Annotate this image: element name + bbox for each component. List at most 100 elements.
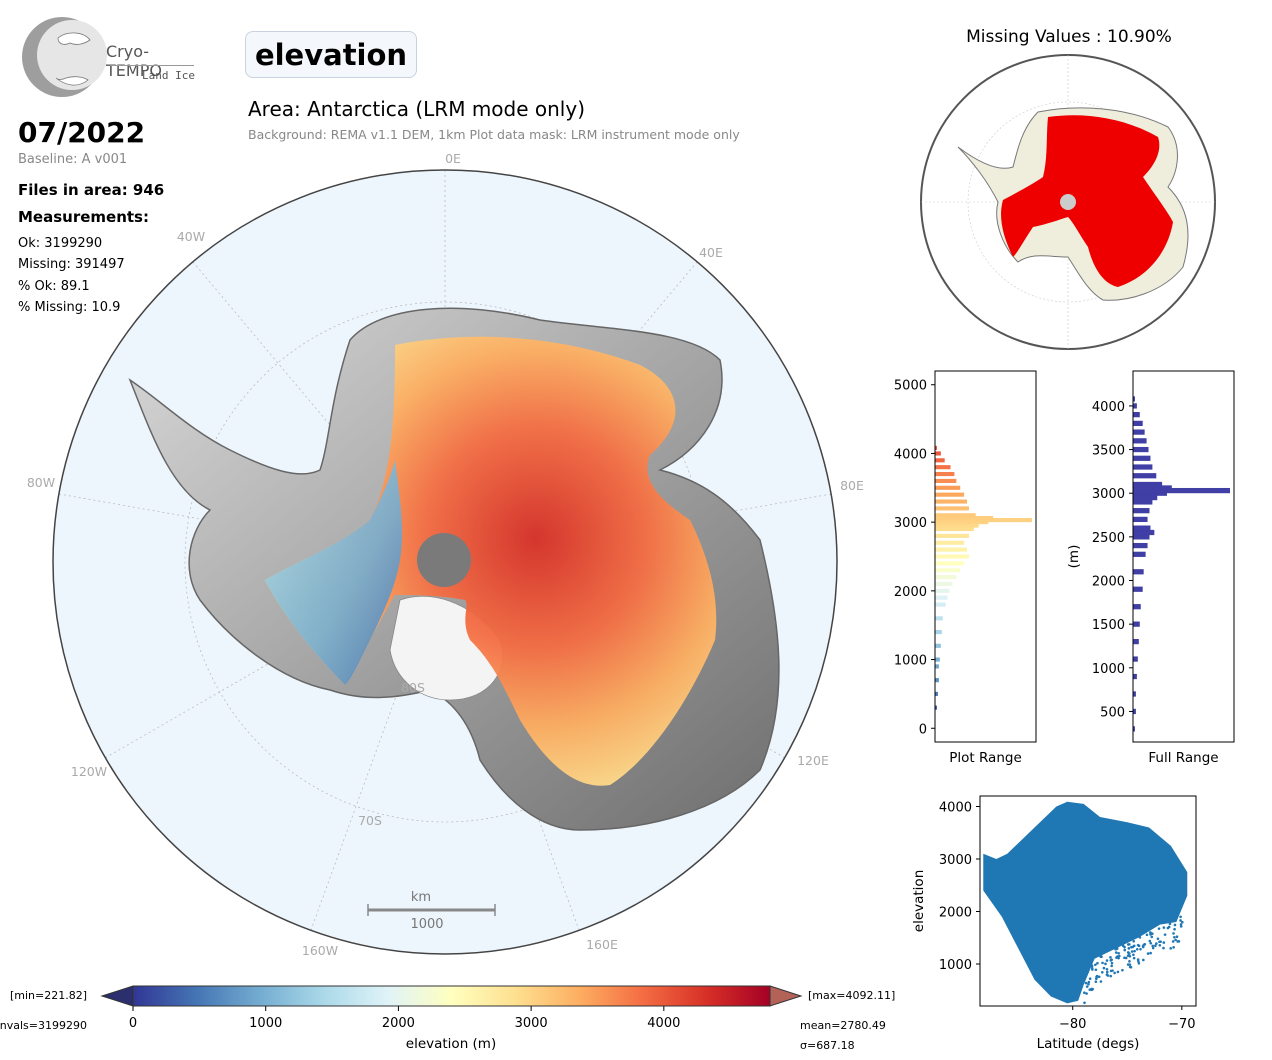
histogram-bar (935, 492, 965, 497)
histogram-bar (1133, 656, 1138, 662)
scatter-point (1148, 939, 1152, 943)
histogram-bar (1133, 455, 1151, 461)
scatter-point (1101, 961, 1104, 965)
histogram-bar (935, 478, 957, 483)
histogram-bar (935, 705, 937, 710)
scatter-point (1121, 968, 1124, 972)
latitude-elevation-scatter: 1000 2000 3000 4000 −80 −70 Latitude (degs) ele… (911, 795, 1197, 1052)
colorbar-max-label: [max=4092.11] (808, 989, 895, 1002)
histogram-bar (935, 595, 948, 600)
histogram-bar (1133, 396, 1135, 402)
histogram-ytick-label: 3000 (894, 516, 927, 531)
files-in-area: Files in area: 946 (18, 181, 165, 199)
lat-label-80S: 80S (401, 680, 425, 695)
scatter-point (1169, 947, 1173, 950)
scatter-point (1088, 977, 1092, 980)
scatter-point (1115, 947, 1119, 950)
date-label: 07/2022 (18, 116, 146, 149)
scatter-point (1158, 940, 1161, 944)
scatter-point (1109, 974, 1112, 978)
colorbar-min-arrow (100, 985, 134, 1007)
logo-divider (110, 65, 194, 66)
scatter-point (1110, 958, 1113, 962)
scatter-point (1094, 963, 1097, 967)
histogram-ytick-label: 1500 (1092, 618, 1125, 633)
full-range-histogram: 500 1000 1500 2000 2500 3000 3500 4000 Full Rang… (1066, 370, 1235, 766)
scatter-point (1116, 970, 1120, 974)
scatter-point (1099, 980, 1103, 983)
scatter-point (1116, 955, 1119, 958)
histogram-bar (1133, 487, 1230, 494)
scatter-point (1109, 956, 1112, 959)
scatter-point (1179, 925, 1183, 928)
scatter-point (1172, 932, 1175, 935)
scatter-point (1087, 980, 1091, 984)
scatter-point (1175, 935, 1179, 939)
scatter-point (1151, 946, 1155, 950)
histogram-bar (935, 657, 940, 662)
scatter-point (1095, 974, 1099, 978)
scatter-point (1091, 968, 1094, 971)
lon-label-80E: 80E (840, 478, 864, 493)
colorbar-tick-label: 4000 (647, 1016, 680, 1031)
histogram-bar (935, 458, 945, 463)
map-border (52, 169, 838, 955)
scatter-point (1173, 923, 1177, 927)
histogram-bar (935, 540, 965, 545)
lon-label-80W: 80W (27, 475, 55, 490)
histogram-bar (935, 561, 965, 566)
histogram-bar (935, 513, 976, 518)
scatter-point (1141, 945, 1145, 949)
lon-label-0E: 0E (445, 151, 461, 166)
scatter-point (1090, 965, 1094, 968)
scatter-point (1085, 992, 1088, 995)
histogram-frame (934, 370, 1037, 743)
lon-labels: 0E 40E 80E 120E 160E 160W 120W 80W 40W (27, 151, 864, 958)
plot-range-histogram: 0 1000 2000 3000 4000 5000 Plot Range (894, 370, 1037, 766)
histogram-bar (935, 630, 942, 635)
histogram-bar (1133, 621, 1140, 627)
lon-label-40W: 40W (177, 229, 205, 244)
colorbar-mean-label: mean=2780.49 (800, 1019, 886, 1032)
elevation-data-swath (265, 336, 717, 786)
scatter-point (1138, 936, 1142, 939)
scatter-point (1139, 947, 1142, 951)
scatter-point (1146, 952, 1150, 955)
histogram-ytick-label: 4000 (894, 447, 927, 462)
background-note: Background: REMA v1.1 DEM, 1km Plot data… (248, 127, 740, 142)
histogram-bar (1133, 529, 1155, 536)
histogram-bar (935, 581, 953, 587)
scatter-point (1105, 959, 1109, 962)
baseline-label: Baseline: A v001 (18, 152, 128, 167)
scatter-ytick-label: 2000 (939, 906, 972, 921)
scatter-point (1083, 1001, 1086, 1005)
logo-moon-icon (22, 17, 107, 97)
histogram-bar (935, 465, 951, 470)
histogram-ytick-label: 1000 (894, 654, 927, 669)
histogram-bar (1133, 464, 1153, 470)
scatter-point (1172, 946, 1175, 949)
histogram-bar (935, 568, 961, 573)
lat-labels: 80S 70S (358, 680, 425, 828)
scatter-point (1110, 961, 1114, 965)
scatter-point (1097, 975, 1101, 979)
missing-values-title: Missing Values : 10.90% (966, 27, 1172, 47)
histogram-bar (935, 554, 969, 559)
scatter-point (1150, 935, 1154, 939)
histogram-bar (935, 515, 994, 521)
colorbar-min-label: [min=221.82] (10, 989, 87, 1002)
scatter-point (1127, 947, 1131, 950)
histogram-bar (935, 588, 950, 593)
missing-map-data-coverage (1001, 115, 1173, 288)
colorbar: 0 1000 2000 3000 4000 elevation (m) [min=221… (0, 985, 895, 1052)
scatter-point (1128, 960, 1131, 963)
scatter-point (1129, 965, 1133, 969)
histogram-bar (1133, 534, 1150, 540)
histogram-bar (1133, 525, 1151, 531)
histogram-bar (935, 547, 968, 552)
histogram-bar (935, 691, 938, 696)
scatter-point (1128, 954, 1132, 958)
scatter-point (1087, 982, 1090, 986)
scatter-point (1105, 973, 1109, 976)
scatter-point (1157, 927, 1161, 930)
